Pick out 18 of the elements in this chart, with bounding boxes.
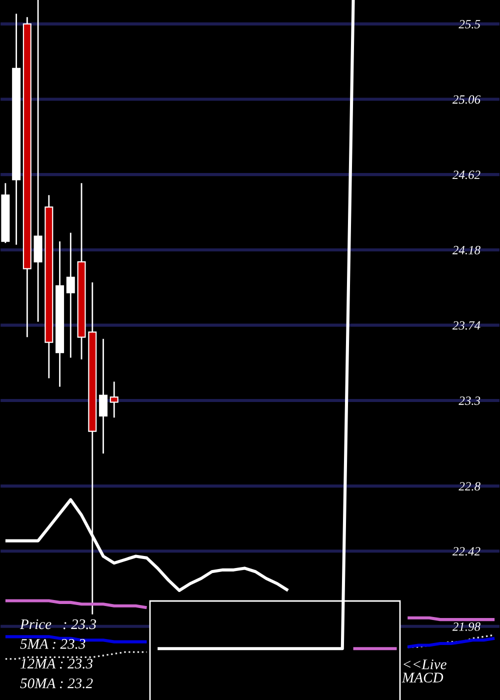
- y-tick-label: 24.18: [452, 246, 480, 254]
- candlestick: [34, 0, 42, 322]
- y-tick-label: 23.3: [458, 396, 480, 406]
- y-tick-label: 25.06: [452, 95, 480, 104]
- annotation: 50MA : 23.2: [20, 678, 93, 688]
- y-tick-label: 21.98: [452, 622, 480, 631]
- y-tick-label: 22.42: [452, 547, 480, 556]
- annotation: 12MA : 23.3: [20, 658, 93, 669]
- y-tick-label: 24.62: [452, 170, 480, 180]
- annotation: <<Live MACD: [402, 659, 446, 682]
- y-tick-label: 25.5: [458, 20, 480, 28]
- candlestick: [66, 232, 75, 358]
- candlestick: [99, 338, 108, 454]
- annotation: Price : 23.3: [20, 619, 96, 630]
- y-tick-label: 22.8: [458, 482, 480, 491]
- y-tick-label: 23.74: [452, 321, 480, 330]
- annotation: 5MA : 23.3: [20, 639, 86, 649]
- candlestick: [110, 380, 118, 418]
